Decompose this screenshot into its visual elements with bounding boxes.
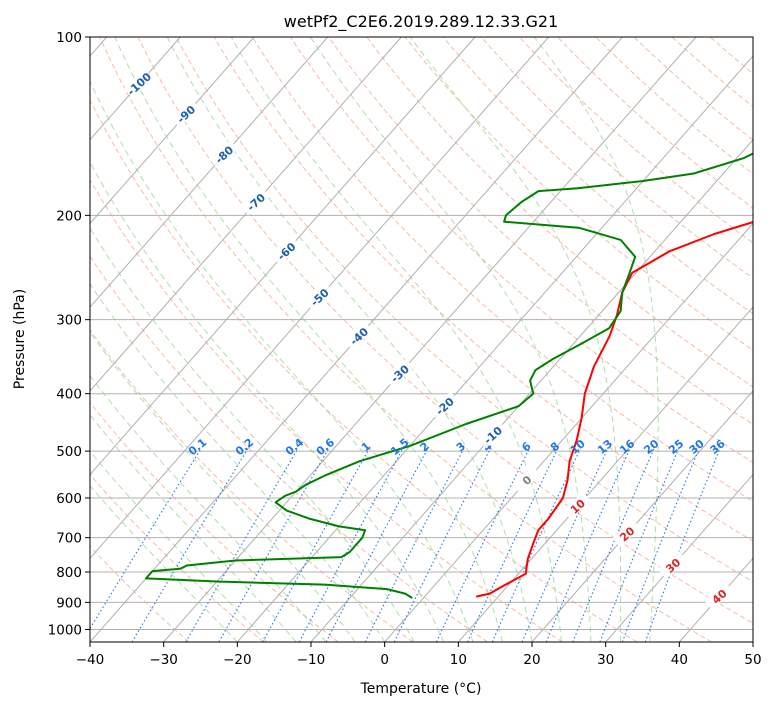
- isotherm-label-background: [271, 236, 301, 265]
- dewpoint-profile-line: [145, 152, 753, 599]
- moist-adiabat-line: [90, 227, 415, 642]
- isotherm-line: [384, 222, 753, 642]
- moist-adiabat-line: [409, 37, 622, 642]
- isotherm-line: [163, 37, 697, 642]
- y-tick-label: 200: [56, 208, 82, 224]
- dry-adiabat-line: [90, 473, 264, 642]
- x-tick-label: 10: [450, 652, 467, 668]
- mixing-ratio-line: [185, 448, 299, 642]
- dry-adiabat-line: [404, 37, 753, 351]
- profile-series: [145, 152, 753, 599]
- dry-adiabat-line: [289, 37, 753, 464]
- isotherms: [90, 37, 753, 642]
- mixing-ratio-line: [572, 448, 655, 642]
- dry-adiabat-line: [99, 37, 712, 642]
- y-tick-label: 400: [56, 387, 82, 403]
- x-axis-ticks: −40 −30 −20 −10 0 10 20 30 40 50: [76, 642, 762, 668]
- moist-adiabat-line: [90, 450, 268, 642]
- isotherm-label-background: [477, 420, 507, 449]
- isotherm-label-background: [562, 491, 592, 520]
- x-axis-label: Temperature (°C): [360, 681, 482, 697]
- isobar-grid: [90, 37, 753, 630]
- moist-adiabat-line: [90, 80, 474, 642]
- moist-adiabat-line: [166, 37, 533, 642]
- y-tick-label: 600: [56, 491, 82, 507]
- y-axis-label: Pressure (hPa): [12, 289, 28, 389]
- isotherm-label-background: [611, 519, 641, 548]
- isotherm-line: [310, 138, 753, 642]
- isotherm-label-background: [704, 581, 734, 610]
- dry-adiabat-line: [175, 37, 753, 583]
- moist-adiabat-line: [90, 161, 445, 642]
- y-tick-label: 700: [56, 531, 82, 547]
- y-axis-ticks: 100 200 300 400 500 600 700 800 900 1000: [48, 30, 90, 638]
- plot-frame: [89, 36, 754, 643]
- isotherm-line: [90, 37, 476, 476]
- x-tick-label: 30: [597, 652, 614, 668]
- y-tick-label: 900: [56, 595, 82, 611]
- isotherm-label-background: [171, 99, 200, 128]
- mixing-ratio-line: [90, 448, 202, 630]
- x-tick-label: −40: [76, 652, 105, 668]
- dry-adiabat-line: [366, 37, 753, 388]
- x-tick-label: −10: [297, 652, 326, 668]
- x-tick-label: −30: [149, 652, 178, 668]
- moist-adiabat-line: [90, 374, 327, 642]
- dry-adiabat-line: [90, 255, 488, 642]
- x-tick-label: 50: [744, 652, 761, 668]
- x-tick-label: 0: [380, 652, 389, 668]
- isotherm-line: [90, 37, 181, 141]
- x-tick-label: −20: [223, 652, 252, 668]
- moist-adiabat-line: [533, 37, 659, 642]
- chart-title: wetPf2_C2E6.2019.289.12.33.G21: [284, 12, 558, 32]
- isotherm-label-background: [657, 550, 687, 579]
- temperature-profile-line: [475, 221, 753, 598]
- mixing-ratio-line: [298, 448, 404, 642]
- y-tick-label: 100: [56, 30, 82, 46]
- moist-adiabat-line: [90, 414, 297, 642]
- dry-adiabat-line: [90, 329, 414, 642]
- y-tick-label: 500: [56, 444, 82, 460]
- isotherm-label-background: [429, 391, 459, 420]
- isotherm-line: [90, 37, 255, 225]
- isotherm-label-background: [304, 282, 334, 311]
- isotherm-label-background: [209, 140, 238, 168]
- isotherm-label-background: [343, 321, 373, 350]
- moist-adiabat-line: [114, 37, 503, 642]
- dry-adiabat-line: [90, 178, 563, 642]
- isotherm-line: [457, 306, 753, 642]
- isotherm-line: [90, 37, 550, 560]
- mixing-ratio-line: [621, 448, 700, 642]
- moist-adiabat-line: [90, 282, 386, 642]
- y-tick-label: 300: [56, 313, 82, 329]
- isotherm-line: [90, 37, 402, 392]
- y-tick-label: 800: [56, 565, 82, 581]
- mixing-ratio-line: [467, 448, 559, 642]
- moist-adiabat-line: [90, 331, 356, 642]
- x-tick-label: 40: [671, 652, 688, 668]
- x-tick-label: 20: [523, 652, 540, 668]
- mixing-ratio-line: [325, 448, 429, 642]
- dry-adiabat-line: [213, 37, 753, 542]
- mixing-ratio-line: [599, 448, 680, 642]
- isotherm-label-background: [240, 187, 270, 216]
- isotherm-label-background: [384, 359, 414, 387]
- isotherm-line: [605, 473, 753, 642]
- dry-adiabat-line: [90, 98, 638, 642]
- dry-adiabat-line: [90, 401, 339, 642]
- isotherm-label-background: [124, 69, 153, 97]
- y-tick-label: 1000: [48, 622, 82, 638]
- dry-adiabat-line: [251, 37, 753, 503]
- mixing-ratio-line: [364, 448, 465, 642]
- isotherm-label-background: [511, 465, 541, 494]
- isotherm-line: [236, 55, 753, 642]
- moist-adiabat-line: [309, 37, 592, 642]
- isotherm-line: [90, 37, 329, 308]
